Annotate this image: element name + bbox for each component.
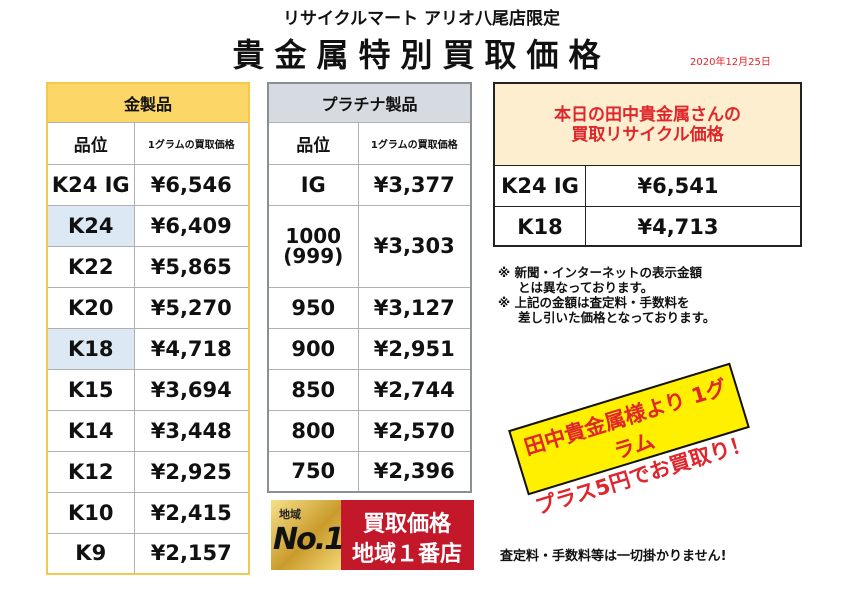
- gold-price: ¥2,925: [133, 450, 250, 493]
- promo-banner: 田中貴金属様より 1グラム プラス5円でお買取り！: [508, 362, 754, 519]
- no1-badge: 地域 No.1 買取価格 地域１番店: [271, 500, 474, 570]
- tanaka-price: ¥4,713: [637, 215, 719, 239]
- table-row: K20 ¥5,270: [46, 286, 250, 329]
- table-row: K22 ¥5,865: [46, 245, 250, 288]
- badge-no1-label: No.1: [273, 522, 345, 557]
- tanaka-box-title-line2: 買取リサイクル価格: [571, 124, 724, 145]
- gold-grade: K24 IG: [46, 163, 135, 206]
- gold-price: ¥6,409: [133, 204, 250, 247]
- table-row: K12 ¥2,925: [46, 450, 250, 493]
- tanaka-box-title-line1: 本日の田中貴金属さんの: [554, 104, 741, 125]
- platinum-grade-line1: 1000: [285, 224, 342, 248]
- platinum-grade: 950: [267, 286, 359, 329]
- gold-grade: K20: [46, 286, 135, 329]
- table-row: K9 ¥2,157: [46, 532, 250, 575]
- gold-price: ¥3,694: [133, 368, 250, 411]
- note-line: ※ 上記の金額は査定料・手数料を: [498, 295, 690, 310]
- platinum-price: ¥2,396: [357, 450, 472, 493]
- gold-grade: K12: [46, 450, 135, 493]
- platinum-price: ¥3,377: [357, 163, 472, 206]
- table-row: K24 ¥6,409: [46, 204, 250, 247]
- gold-grade-header: 品位: [46, 121, 135, 165]
- footer-note: 査定料・手数料等は一切掛かりません!: [500, 549, 727, 564]
- gold-grade: K10: [46, 491, 135, 534]
- gold-price: ¥2,415: [133, 491, 250, 534]
- table-row: 850 ¥2,744: [267, 368, 472, 411]
- platinum-price-header: 1グラムの買取価格: [357, 121, 472, 165]
- platinum-grade: IG: [267, 163, 359, 206]
- gold-grade: K22: [46, 245, 135, 288]
- table-row: 800 ¥2,570: [267, 409, 472, 452]
- table-row: K24 IG ¥6,541: [495, 166, 800, 206]
- table-row: 1000 (999) ¥3,303: [267, 204, 472, 288]
- table-row: K24 IG ¥6,546: [46, 163, 250, 206]
- platinum-grade-header: 品位: [267, 121, 359, 165]
- tanaka-today-price-box: 本日の田中貴金属さんの 買取リサイクル価格 K24 IG ¥6,541 K18 …: [493, 82, 802, 247]
- badge-area-label: 地域: [279, 508, 301, 521]
- badge-line1: 買取価格: [362, 512, 451, 537]
- platinum-grade: 750: [267, 450, 359, 493]
- tanaka-grade: K18: [495, 207, 586, 247]
- tanaka-price: ¥6,541: [637, 174, 719, 198]
- platinum-grade: 850: [267, 368, 359, 411]
- gold-table-caption: 金製品: [46, 82, 250, 123]
- table-row: K18 ¥4,718: [46, 327, 250, 370]
- gold-grade: K24: [46, 204, 135, 247]
- platinum-price: ¥3,303: [357, 204, 472, 288]
- table-row: K18 ¥4,713: [495, 206, 800, 247]
- platinum-grade: 900: [267, 327, 359, 370]
- gold-price: ¥3,448: [133, 409, 250, 452]
- table-row: K15 ¥3,694: [46, 368, 250, 411]
- gold-grade: K15: [46, 368, 135, 411]
- gold-price-header: 1グラムの買取価格: [133, 121, 250, 165]
- tanaka-grade: K24 IG: [495, 166, 586, 206]
- gold-grade: K18: [46, 327, 135, 370]
- note-line: ※ 新聞・インターネットの表示金額: [498, 265, 703, 280]
- platinum-grade-line2: (999): [283, 244, 344, 268]
- platinum-price-table: プラチナ製品 品位 1グラムの買取価格 IG ¥3,377 1000 (999) ¥…: [267, 82, 473, 493]
- platinum-table-caption: プラチナ製品: [267, 82, 472, 123]
- page-title: 貴金属特別買取価格: [232, 36, 611, 74]
- gold-price: ¥4,718: [133, 327, 250, 370]
- badge-line2: 地域１番店: [351, 542, 462, 567]
- gold-price: ¥6,546: [133, 163, 250, 206]
- tanaka-box-header: 本日の田中貴金属さんの 買取リサイクル価格: [495, 84, 800, 166]
- gold-grade: K14: [46, 409, 135, 452]
- table-row: 750 ¥2,396: [267, 450, 472, 493]
- table-row: K14 ¥3,448: [46, 409, 250, 452]
- gold-price: ¥5,270: [133, 286, 250, 329]
- platinum-price: ¥3,127: [357, 286, 472, 329]
- note-line: 差し引いた価格となっております。: [518, 310, 716, 325]
- gold-price: ¥5,865: [133, 245, 250, 288]
- platinum-price: ¥2,744: [357, 368, 472, 411]
- gold-price-table: 金製品 品位 1グラムの買取価格 K24 IG ¥6,546 K24 ¥6,409 …: [46, 82, 251, 575]
- gold-medal-icon: [271, 500, 341, 570]
- gold-grade: K9: [46, 532, 135, 575]
- platinum-price: ¥2,570: [357, 409, 472, 452]
- note-line: とは異なっております。: [518, 280, 654, 295]
- table-row: K10 ¥2,415: [46, 491, 250, 534]
- platinum-grade: 800: [267, 409, 359, 452]
- price-date: 2020年12月25日: [690, 57, 771, 68]
- table-row: 950 ¥3,127: [267, 286, 472, 329]
- gold-price: ¥2,157: [133, 532, 250, 575]
- store-name: リサイクルマート アリオ八尾店限定: [282, 9, 561, 29]
- table-row: IG ¥3,377: [267, 163, 472, 206]
- platinum-grade: 1000 (999): [267, 204, 359, 288]
- table-row: 900 ¥2,951: [267, 327, 472, 370]
- platinum-price: ¥2,951: [357, 327, 472, 370]
